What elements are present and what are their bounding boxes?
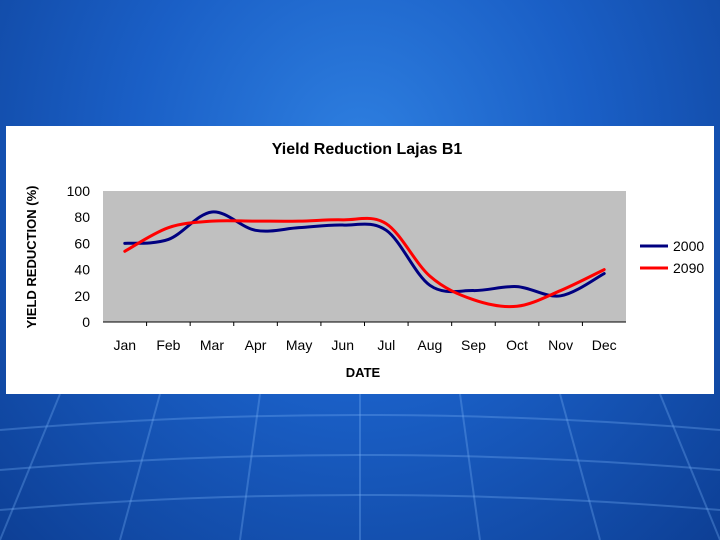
y-axis-label: YIELD REDUCTION (%) — [24, 186, 39, 329]
legend-label-2090: 2090 — [673, 260, 704, 276]
legend-label-2000: 2000 — [673, 238, 704, 254]
chart-title: Yield Reduction Lajas B1 — [272, 141, 463, 158]
x-tick-label: Feb — [156, 337, 180, 353]
x-tick-label: May — [286, 337, 312, 353]
x-tick-label: Apr — [245, 337, 267, 353]
line-chart: Yield Reduction Lajas B1 YIELD REDUCTION… — [24, 141, 704, 380]
y-tick-label: 60 — [74, 235, 90, 251]
x-tick-label: Mar — [200, 337, 224, 353]
y-tick-label: 100 — [67, 183, 91, 199]
plot-area — [103, 191, 626, 322]
x-tick-label: Jul — [377, 337, 395, 353]
x-tick-label: Sep — [461, 337, 486, 353]
y-tick-label: 20 — [74, 288, 90, 304]
x-tick-label: Nov — [548, 337, 573, 353]
x-tick-label: Jan — [114, 337, 137, 353]
x-tick-label: Oct — [506, 337, 528, 353]
y-tick-label: 40 — [74, 262, 90, 278]
y-tick-label: 0 — [82, 314, 90, 330]
x-axis-label: DATE — [346, 365, 381, 380]
chart-panel: Yield Reduction Lajas B1 YIELD REDUCTION… — [6, 126, 714, 394]
x-tick-label: Dec — [592, 337, 617, 353]
x-tick-label: Aug — [417, 337, 442, 353]
series-line-2000 — [123, 210, 606, 298]
y-tick-label: 80 — [74, 209, 90, 225]
series-line-2090 — [123, 216, 606, 309]
x-tick-label: Jun — [331, 337, 354, 353]
